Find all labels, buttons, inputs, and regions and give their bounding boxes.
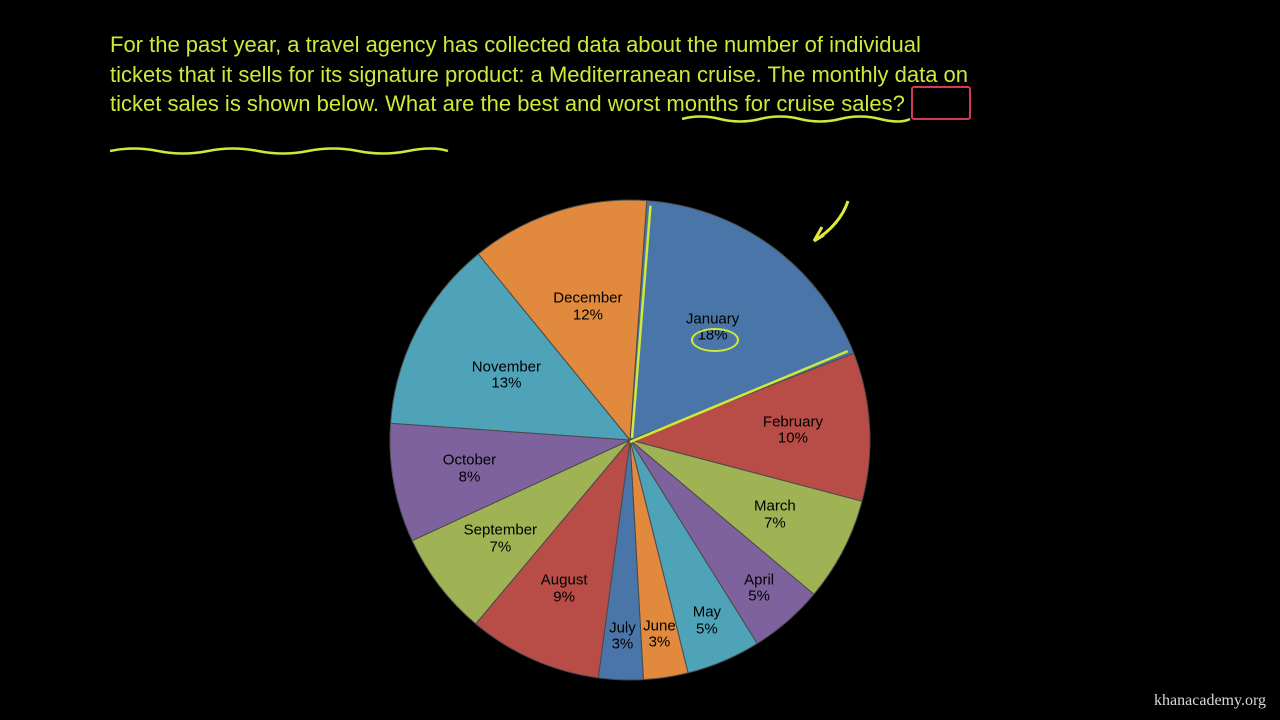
annotation-underline-2 [108, 144, 458, 158]
pie-chart: January18%February10%March7%April5%May5%… [370, 180, 890, 700]
question-text: For the past year, a travel agency has c… [110, 30, 970, 119]
watermark: khanacademy.org [1154, 692, 1266, 710]
pie-chart-svg [370, 180, 890, 700]
